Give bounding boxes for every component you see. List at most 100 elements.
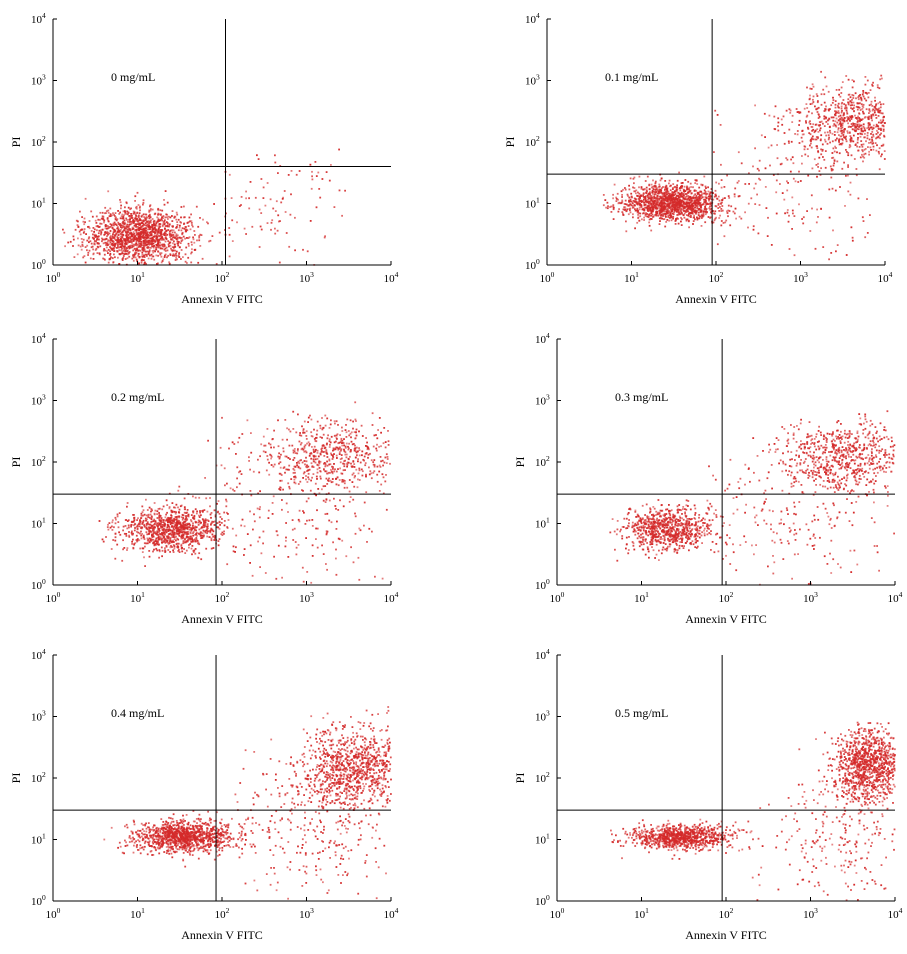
data-point [191,248,193,250]
data-point [621,194,623,196]
data-point [847,175,849,177]
data-point [862,90,864,92]
data-point [787,159,789,161]
data-point [163,220,165,222]
data-point [859,118,861,120]
data-point [624,209,626,211]
data-point [120,234,122,236]
data-point [81,216,83,218]
data-point [341,215,343,217]
data-point [621,190,623,192]
data-point [842,139,844,141]
data-point [192,535,194,537]
data-point [159,209,161,211]
data-point [169,507,171,509]
data-point [171,215,173,217]
data-point [191,220,193,222]
data-point [95,241,97,243]
data-point [139,238,141,240]
data-point [612,206,614,208]
data-point [710,202,712,204]
data-point [715,194,717,196]
data-point [656,204,658,206]
data-point [80,246,82,248]
data-point [362,470,364,472]
data-point [835,126,837,128]
data-point [107,228,109,230]
data-point [759,160,761,162]
data-point [133,219,135,221]
data-point [332,468,334,470]
data-point [67,242,69,244]
data-point [761,134,763,136]
data-point [784,143,786,145]
data-point [272,208,274,210]
data-point [140,233,142,235]
data-point [694,182,696,184]
data-point [836,118,838,120]
data-point [151,525,153,527]
data-point [883,129,885,131]
data-point [174,536,176,538]
data-point [694,193,696,195]
data-point [213,547,215,549]
data-point [691,192,693,194]
data-point [643,219,645,221]
data-point [662,186,664,188]
data-point [125,519,127,521]
data-point [846,254,848,256]
data-point [122,241,124,243]
data-point [271,219,273,221]
data-point [771,145,773,147]
data-point [846,120,848,122]
data-point [175,259,177,261]
data-point [151,228,153,230]
data-point [841,112,843,114]
data-point [188,245,190,247]
data-point [150,240,152,242]
data-point [235,535,237,537]
data-point [816,164,818,166]
data-point [124,248,126,250]
data-point [133,260,135,262]
data-point [188,526,190,528]
data-point [93,253,95,255]
data-point [210,528,212,530]
data-point [883,130,885,132]
data-point [628,213,630,215]
data-point [183,527,185,529]
data-point [214,509,216,511]
data-point [817,216,819,218]
data-point [679,197,681,199]
data-point [150,511,152,513]
data-point [868,92,870,94]
data-point [828,258,830,260]
data-point [639,195,641,197]
data-point [812,103,814,105]
data-point [202,518,204,520]
data-point [879,78,881,80]
data-point [823,118,825,120]
data-point [650,212,652,214]
data-point [107,524,109,526]
data-point [112,227,114,229]
data-point [828,110,830,112]
data-point [872,82,874,84]
data-point [136,535,138,537]
data-point [152,252,154,254]
data-point [126,528,128,530]
data-point [129,232,131,234]
data-point [659,196,661,198]
data-point [122,221,124,223]
data-point [868,151,870,153]
data-point [171,525,173,527]
data-point [174,511,176,513]
data-point [641,218,643,220]
data-point [788,215,790,217]
data-point [735,218,737,220]
data-point [758,178,760,180]
data-point [682,205,684,207]
data-point [288,246,290,248]
data-point [185,542,187,544]
data-point [134,235,136,237]
